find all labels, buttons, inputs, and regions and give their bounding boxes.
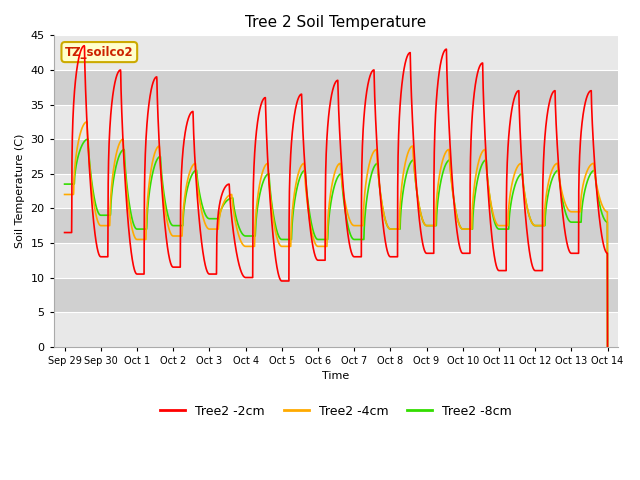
Bar <box>54 36 618 70</box>
Y-axis label: Soil Temperature (C): Soil Temperature (C) <box>15 134 25 248</box>
Bar <box>54 312 618 347</box>
Bar <box>54 174 618 208</box>
Bar <box>54 277 618 312</box>
Bar <box>54 70 618 105</box>
X-axis label: Time: Time <box>323 372 349 381</box>
Title: Tree 2 Soil Temperature: Tree 2 Soil Temperature <box>245 15 427 30</box>
Bar <box>54 208 618 243</box>
Bar <box>54 243 618 277</box>
Bar <box>54 139 618 174</box>
Legend: Tree2 -2cm, Tree2 -4cm, Tree2 -8cm: Tree2 -2cm, Tree2 -4cm, Tree2 -8cm <box>156 400 517 423</box>
Text: TZ_soilco2: TZ_soilco2 <box>65 46 134 59</box>
Bar <box>54 105 618 139</box>
